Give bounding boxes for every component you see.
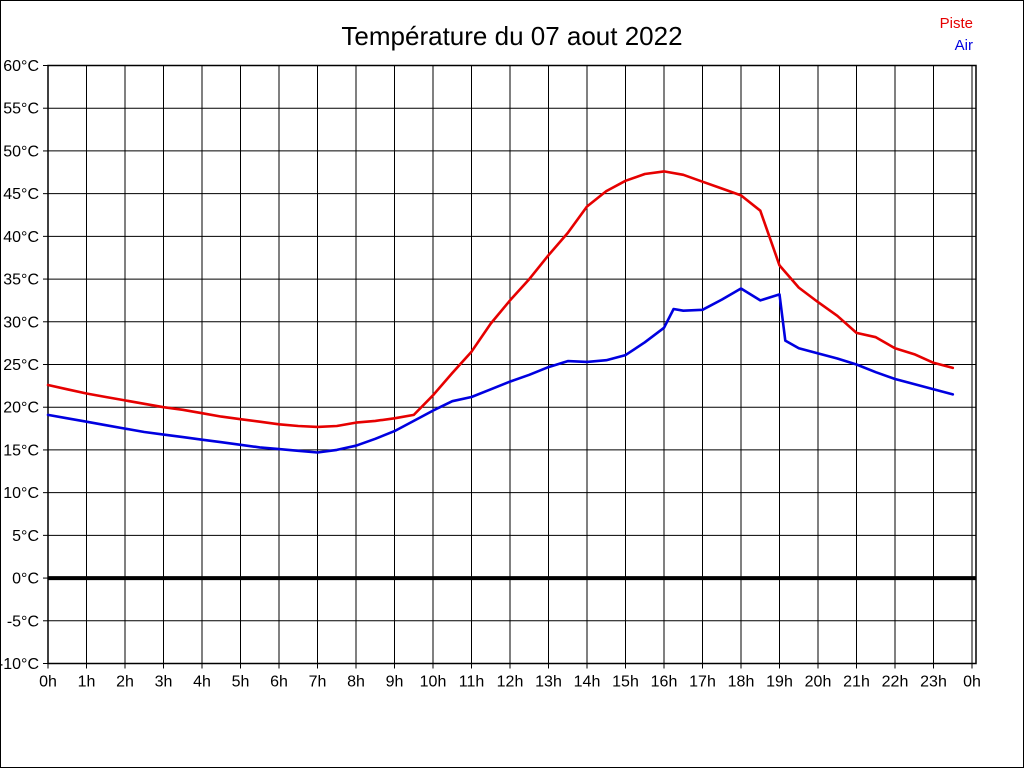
y-tick-label: 25°C <box>3 357 39 374</box>
y-tick-label: 20°C <box>3 400 39 417</box>
y-tick-label: -10°C <box>1 656 39 673</box>
x-tick-label: 13h <box>535 674 562 691</box>
y-tick-label: 15°C <box>3 442 39 459</box>
y-tick-label: 30°C <box>3 314 39 331</box>
legend-item-piste: Piste <box>939 15 973 32</box>
piste-line <box>46 170 955 429</box>
x-tick-label: 14h <box>574 674 601 691</box>
x-tick-label: 8h <box>347 674 365 691</box>
x-tick-label: 0h <box>39 674 57 691</box>
x-tick-label: 12h <box>497 674 524 691</box>
y-tick-label: 5°C <box>12 528 39 545</box>
legend-item-air: Air <box>954 37 973 54</box>
x-tick-label: 7h <box>309 674 327 691</box>
x-tick-label: 11h <box>459 674 485 691</box>
x-tick-label: 1h <box>78 674 96 691</box>
x-tick-label: 18h <box>728 674 755 691</box>
air-line <box>46 287 955 454</box>
chart-legend: Piste Air <box>940 13 973 57</box>
x-tick-label: 6h <box>270 674 288 691</box>
x-tick-label: 4h <box>193 674 211 691</box>
x-tick-label: 23h <box>920 674 947 691</box>
y-tick-label: 35°C <box>3 272 39 289</box>
x-tick-label: 15h <box>612 674 639 691</box>
plot-border <box>47 64 977 665</box>
y-tick-label: -5°C <box>7 613 39 630</box>
x-tick-label: 19h <box>766 674 793 691</box>
chart-title: Température du 07 aout 2022 <box>341 21 683 51</box>
y-tick-label: 0°C <box>12 571 39 588</box>
x-tick-label: 9h <box>386 674 404 691</box>
y-tick-label: 60°C <box>3 58 39 75</box>
y-tick-label: 40°C <box>3 229 39 246</box>
y-tick-label: 50°C <box>3 143 39 160</box>
x-tick-label: 10h <box>420 674 447 691</box>
x-tick-label: 17h <box>689 674 716 691</box>
y-tick-label: 55°C <box>3 101 39 118</box>
x-tick-label: 5h <box>232 674 250 691</box>
x-tick-label: 16h <box>651 674 678 691</box>
x-tick-label: 20h <box>805 674 832 691</box>
x-tick-label: 21h <box>843 674 870 691</box>
y-tick-label: 45°C <box>3 186 39 203</box>
x-tick-label: 0h <box>963 674 981 691</box>
x-tick-label: 22h <box>882 674 909 691</box>
x-tick-label: 3h <box>155 674 173 691</box>
x-tick-label: 2h <box>116 674 134 691</box>
y-tick-label: 10°C <box>3 485 39 502</box>
